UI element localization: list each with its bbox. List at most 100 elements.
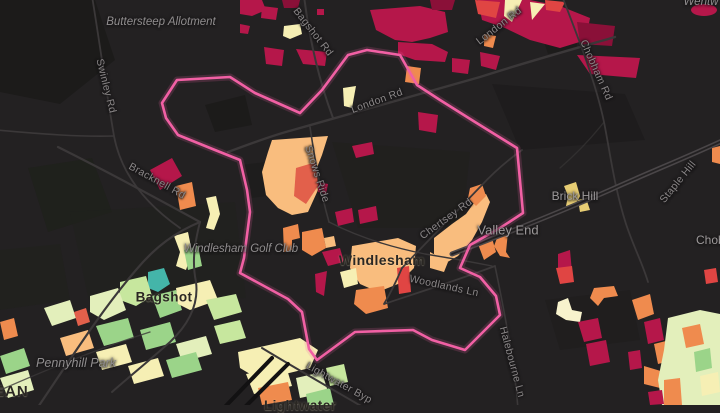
landuse-shape bbox=[480, 52, 500, 70]
landuse-shape bbox=[240, 0, 266, 16]
landuse-shape bbox=[648, 390, 664, 405]
landuse-shape bbox=[700, 372, 720, 396]
landuse-shape bbox=[326, 364, 348, 386]
landuse-shape bbox=[358, 206, 378, 224]
landuse-shape bbox=[340, 268, 358, 288]
landuse-shape bbox=[176, 182, 196, 210]
landuse-shape bbox=[397, 266, 411, 294]
landuse-shape bbox=[682, 324, 704, 348]
landuse-shape bbox=[317, 9, 324, 15]
landuse-shape bbox=[590, 286, 618, 306]
woodland-shape bbox=[0, 244, 70, 310]
road-shape bbox=[223, 356, 274, 405]
landuse-shape bbox=[398, 42, 448, 62]
landuse-shape bbox=[0, 348, 30, 374]
woodland-shape bbox=[332, 142, 470, 228]
landuse-shape bbox=[140, 322, 176, 350]
landuse-shape bbox=[306, 388, 334, 405]
landuse-shape bbox=[556, 298, 582, 322]
landuse-shape bbox=[261, 6, 278, 20]
landuse-shape bbox=[148, 268, 170, 292]
road-shape bbox=[111, 221, 201, 393]
landuse-shape bbox=[315, 271, 327, 296]
landuse-shape bbox=[0, 318, 18, 340]
road-shape bbox=[261, 347, 362, 405]
road-shape bbox=[0, 331, 151, 391]
woodland-shape bbox=[205, 95, 252, 132]
boundary-layer bbox=[158, 46, 527, 364]
woodland-shape bbox=[28, 158, 112, 232]
road-shape bbox=[494, 265, 519, 405]
road-shape bbox=[383, 265, 496, 305]
landuse-shape bbox=[343, 86, 356, 108]
landuse-shape bbox=[430, 252, 448, 272]
landuse-shape bbox=[352, 142, 374, 158]
landuse-shape bbox=[530, 2, 545, 20]
landuse-shape bbox=[712, 146, 720, 164]
road-shape bbox=[226, 35, 617, 154]
landuse-shape bbox=[545, 0, 565, 12]
landuse-shape bbox=[691, 4, 717, 16]
landuse-shape bbox=[335, 208, 354, 226]
landuse-shape bbox=[704, 268, 718, 284]
road-shape bbox=[38, 220, 202, 405]
landuse-shape bbox=[694, 348, 712, 372]
landuse-shape bbox=[578, 318, 602, 342]
landuse-shape bbox=[152, 290, 182, 318]
landuse-shape bbox=[283, 24, 302, 39]
landuse-shape bbox=[468, 184, 486, 206]
landuse-shape bbox=[302, 228, 326, 256]
landuse-shape bbox=[452, 58, 470, 74]
landuse-shape bbox=[240, 24, 250, 34]
landuse-shape bbox=[586, 340, 610, 366]
road-shape bbox=[449, 139, 720, 257]
landuse-shape bbox=[60, 330, 94, 356]
landuse-shape bbox=[577, 55, 640, 78]
landuse-shape bbox=[166, 352, 202, 378]
landuse-shape bbox=[322, 248, 344, 266]
landuse-shape bbox=[475, 0, 500, 18]
road-shape bbox=[244, 362, 290, 405]
landuse-shape bbox=[564, 182, 580, 208]
landuse-shape bbox=[0, 370, 34, 398]
landuse-shape bbox=[354, 286, 388, 314]
road-shape bbox=[328, 221, 493, 267]
landuse-shape bbox=[283, 224, 300, 252]
landuse-shape bbox=[206, 196, 220, 230]
landuse-shape bbox=[484, 34, 496, 48]
landuse-shape bbox=[504, 0, 522, 22]
woodland-shape bbox=[492, 84, 645, 150]
landuse-shape bbox=[296, 49, 327, 66]
landuse-shape bbox=[644, 318, 664, 344]
landuse-shape bbox=[434, 194, 490, 264]
landuse-shape bbox=[206, 294, 242, 320]
landuse-shape bbox=[430, 0, 455, 10]
landuse-shape bbox=[418, 112, 438, 133]
landuse-shape bbox=[150, 158, 182, 190]
landuse-shape bbox=[96, 318, 134, 346]
landuse-shape bbox=[282, 0, 300, 8]
landuse-shape bbox=[632, 294, 654, 320]
landuse-shape bbox=[44, 300, 76, 326]
landuse-shape bbox=[74, 308, 90, 326]
landuse-shape bbox=[664, 378, 682, 405]
landuse-shape bbox=[128, 358, 164, 384]
landuse-shape bbox=[264, 47, 284, 66]
road-shape bbox=[303, 0, 334, 119]
woodland-shape bbox=[70, 202, 246, 306]
woodland-shape bbox=[0, 0, 115, 104]
landuse-shape bbox=[628, 350, 642, 370]
landuse-shape bbox=[370, 6, 448, 42]
landuse-shape bbox=[324, 236, 336, 248]
road-shape bbox=[559, 121, 605, 169]
road-shape bbox=[309, 126, 330, 223]
road-shape bbox=[451, 140, 720, 255]
boundary-shape bbox=[160, 48, 525, 362]
landuse-shape bbox=[120, 276, 152, 306]
road-shape bbox=[56, 145, 202, 224]
road-shape bbox=[0, 129, 115, 137]
landuse-shape bbox=[96, 344, 132, 370]
